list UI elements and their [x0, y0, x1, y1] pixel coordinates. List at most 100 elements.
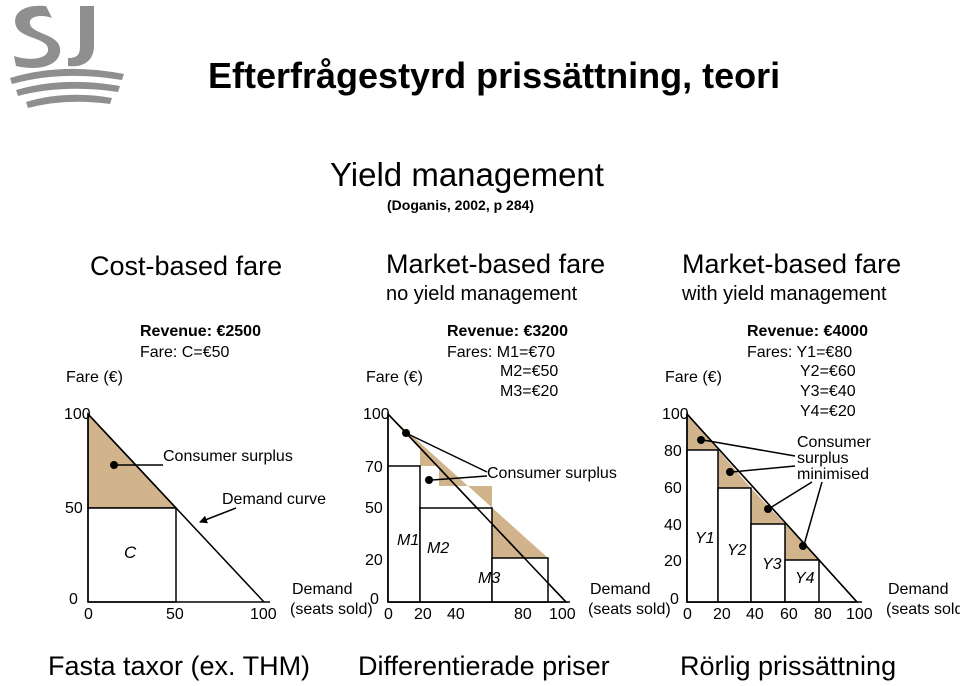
panel1-revenue: Revenue: €2500: [140, 323, 261, 340]
block-label-y3: Y3: [762, 556, 782, 573]
revenue-block-m2: [419, 507, 493, 603]
x-tick: 0: [683, 606, 692, 623]
panel2-footer: Differentierade priser: [358, 651, 610, 681]
panel2-fare-m3: M3=€20: [500, 383, 559, 400]
block-label-y2: Y2: [727, 542, 747, 559]
y-tick: 50: [365, 500, 383, 517]
y-tick: 70: [365, 459, 383, 476]
x-axis-label: Demand: [888, 581, 948, 598]
panel1-fare: Fare: C=€50: [140, 344, 230, 361]
y-axis-label: Fare (€): [366, 369, 423, 386]
y-tick: 0: [670, 591, 679, 608]
citation: (Doganis, 2002, p 284): [387, 197, 535, 213]
consumer-surplus-pointer: [803, 481, 823, 546]
x-tick: 100: [250, 606, 277, 623]
consumer-surplus-area: [718, 450, 751, 488]
y-tick: 100: [363, 406, 390, 423]
y-tick: 60: [664, 480, 682, 497]
consumer-surplus-label: surplus: [797, 450, 849, 467]
revenue-block-m3: [491, 557, 549, 603]
panel3-fare-y3: Y3=€40: [800, 383, 856, 400]
revenue-block-y4: [784, 559, 820, 603]
demand-curve: [686, 413, 858, 603]
block-label-m3: M3: [478, 570, 500, 587]
pointer-dot: [764, 505, 772, 513]
x-tick: 80: [814, 606, 832, 623]
consumer-surplus-pointer: [731, 465, 796, 473]
y-tick: 0: [69, 591, 78, 608]
panel2-fares: Fares: M1=€70: [447, 344, 556, 361]
block-label-y1: Y1: [695, 530, 715, 547]
consumer-surplus-label: minimised: [797, 466, 869, 483]
pointer-dot: [697, 436, 705, 444]
panel3-footer: Rörlig prissättning: [680, 651, 897, 681]
x-tick: 40: [447, 606, 465, 623]
panel2-chart: Fare (€) 100 70 50 20 0 0 20 40 80 100 D…: [363, 369, 671, 623]
panel3-revenue: Revenue: €4000: [747, 323, 868, 340]
revenue-block-c: [87, 507, 177, 603]
panel3-subheading: with yield management: [682, 283, 887, 305]
demand-curve-pointer: [199, 507, 237, 524]
x-tick: 100: [549, 606, 576, 623]
x-axis-label: (seats sold): [886, 601, 960, 618]
page-title: Efterfrågestyrd prissättning, teori: [208, 55, 781, 96]
revenue-block-y2: [717, 487, 752, 603]
block-label-y4: Y4: [795, 570, 815, 587]
sj-logo: [10, 5, 124, 108]
y-tick: 0: [370, 591, 379, 608]
panel1-heading: Cost-based fare: [90, 251, 283, 281]
x-tick: 20: [713, 606, 731, 623]
x-tick: 0: [84, 606, 93, 623]
x-tick: 0: [384, 606, 393, 623]
block-label-m1: M1: [397, 532, 419, 549]
revenue-block-y3: [750, 523, 786, 603]
x-axis-label: (seats sold): [290, 601, 373, 618]
consumer-surplus-area: [388, 414, 548, 558]
demand-curve-label: Demand curve: [222, 491, 326, 508]
x-tick: 60: [780, 606, 798, 623]
pointer-dot: [402, 429, 410, 437]
x-axis-label: Demand: [590, 581, 650, 598]
x-axis-label: (seats sold): [588, 601, 671, 618]
y-axis-label: Fare (€): [665, 369, 722, 386]
pointer-dot: [726, 468, 734, 476]
x-tick: 50: [166, 606, 184, 623]
consumer-surplus-pointer: [431, 475, 488, 481]
y-tick: 100: [64, 406, 91, 423]
demand-curve: [87, 413, 265, 603]
panel2-fare-m2: M2=€50: [500, 363, 559, 380]
y-tick: 20: [365, 552, 383, 569]
block-label-m2: M2: [427, 540, 449, 557]
consumer-surplus-label: Consumer: [797, 434, 871, 451]
pointer-dot: [425, 476, 433, 484]
panel2-heading: Market-based fare: [386, 249, 606, 279]
consumer-surplus-label: Consumer surplus: [487, 465, 617, 482]
panel1-chart: Fare (€) 100 50 0 0 50 100 Demand (seats…: [64, 369, 373, 623]
panel1-footer: Fasta taxor (ex. THM): [48, 651, 311, 681]
revenue-block-y1: [686, 449, 719, 603]
y-tick: 80: [664, 443, 682, 460]
panel3-heading: Market-based fare: [682, 249, 902, 279]
x-tick: 20: [414, 606, 432, 623]
x-tick: 100: [846, 606, 873, 623]
page-subtitle: Yield management: [330, 156, 604, 193]
x-axis-label: Demand: [292, 581, 352, 598]
panel2-subheading: no yield management: [386, 283, 578, 305]
consumer-surplus-pointer: [407, 433, 488, 473]
x-tick: 40: [746, 606, 764, 623]
y-tick: 40: [664, 517, 682, 534]
y-tick: 100: [662, 406, 689, 423]
demand-curve: [387, 413, 567, 603]
y-axis-label: Fare (€): [66, 369, 123, 386]
y-tick: 20: [664, 553, 682, 570]
pointer-dot: [799, 542, 807, 550]
x-tick: 80: [514, 606, 532, 623]
y-tick: 50: [65, 500, 83, 517]
pointer-dot: [110, 461, 118, 469]
consumer-surplus-pointer: [769, 481, 813, 509]
panel2-revenue: Revenue: €3200: [447, 323, 568, 340]
panel3-chart: Fare (€) 100 80 60 40 20 0 0 20 40 60 80…: [662, 369, 960, 623]
block-label-c: C: [124, 543, 137, 562]
panel3-fare-y2: Y2=€60: [800, 363, 856, 380]
